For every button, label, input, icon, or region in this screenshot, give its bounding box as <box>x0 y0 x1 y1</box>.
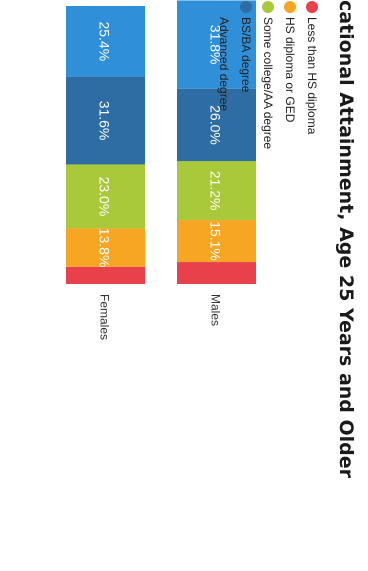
bar-males: 15.1% 21.2% 26.0% 31.8% <box>177 0 256 285</box>
chart-title: cational Attainment, Age 25 Years and Ol… <box>335 0 357 479</box>
legend-label: Advanced degree <box>217 17 231 111</box>
data-label: 23.0% <box>97 177 113 217</box>
data-label: 31.6% <box>97 101 113 141</box>
legend-item: BS/BA degree <box>239 1 253 93</box>
legend-item: Some college/AA degree <box>261 1 275 149</box>
data-label: 13.8% <box>97 228 113 268</box>
bar-segment-males-3 <box>177 88 256 162</box>
legend-swatch <box>284 1 296 13</box>
bar-females: 13.8% 23.0% 31.6% 25.4% <box>66 6 145 285</box>
legend-swatch <box>306 1 318 13</box>
data-label: 26.0% <box>208 105 224 145</box>
legend-swatch <box>240 1 252 13</box>
category-label: Males <box>209 294 223 326</box>
bar-segment-males-2 <box>177 161 256 221</box>
bar-segment-females-2 <box>66 164 145 229</box>
data-label: 31.8% <box>208 25 224 65</box>
data-label: 15.1% <box>208 221 224 261</box>
rotated-plot-group: cational Attainment, Age 25 Years and Ol… <box>66 0 357 479</box>
legend-swatch <box>262 1 274 13</box>
bar-segment-females-0 <box>66 266 145 285</box>
legend-label: Less than HS diploma <box>305 17 319 135</box>
bar-segment-females-4 <box>66 6 145 77</box>
legend-item: Advanced degree <box>217 1 231 111</box>
legend-label: HS diploma or GED <box>283 17 297 123</box>
data-label: 25.4% <box>97 21 113 61</box>
legend-item: Less than HS diploma <box>305 1 319 135</box>
legend-label: Some college/AA degree <box>261 17 275 149</box>
bar-segment-males-0 <box>177 262 256 285</box>
bar-segment-males-1 <box>177 220 256 263</box>
legend-item: HS diploma or GED <box>283 1 297 123</box>
category-label: Females <box>98 294 112 340</box>
bar-segment-females-3 <box>66 76 145 165</box>
legend-label: BS/BA degree <box>239 17 253 93</box>
legend-swatch <box>218 1 230 13</box>
legend: Less than HS diploma HS diploma or GED Som… <box>217 1 319 149</box>
bar-segment-females-1 <box>66 228 145 267</box>
data-label: 21.2% <box>208 171 224 211</box>
bar-segment-males-4 <box>177 0 256 89</box>
